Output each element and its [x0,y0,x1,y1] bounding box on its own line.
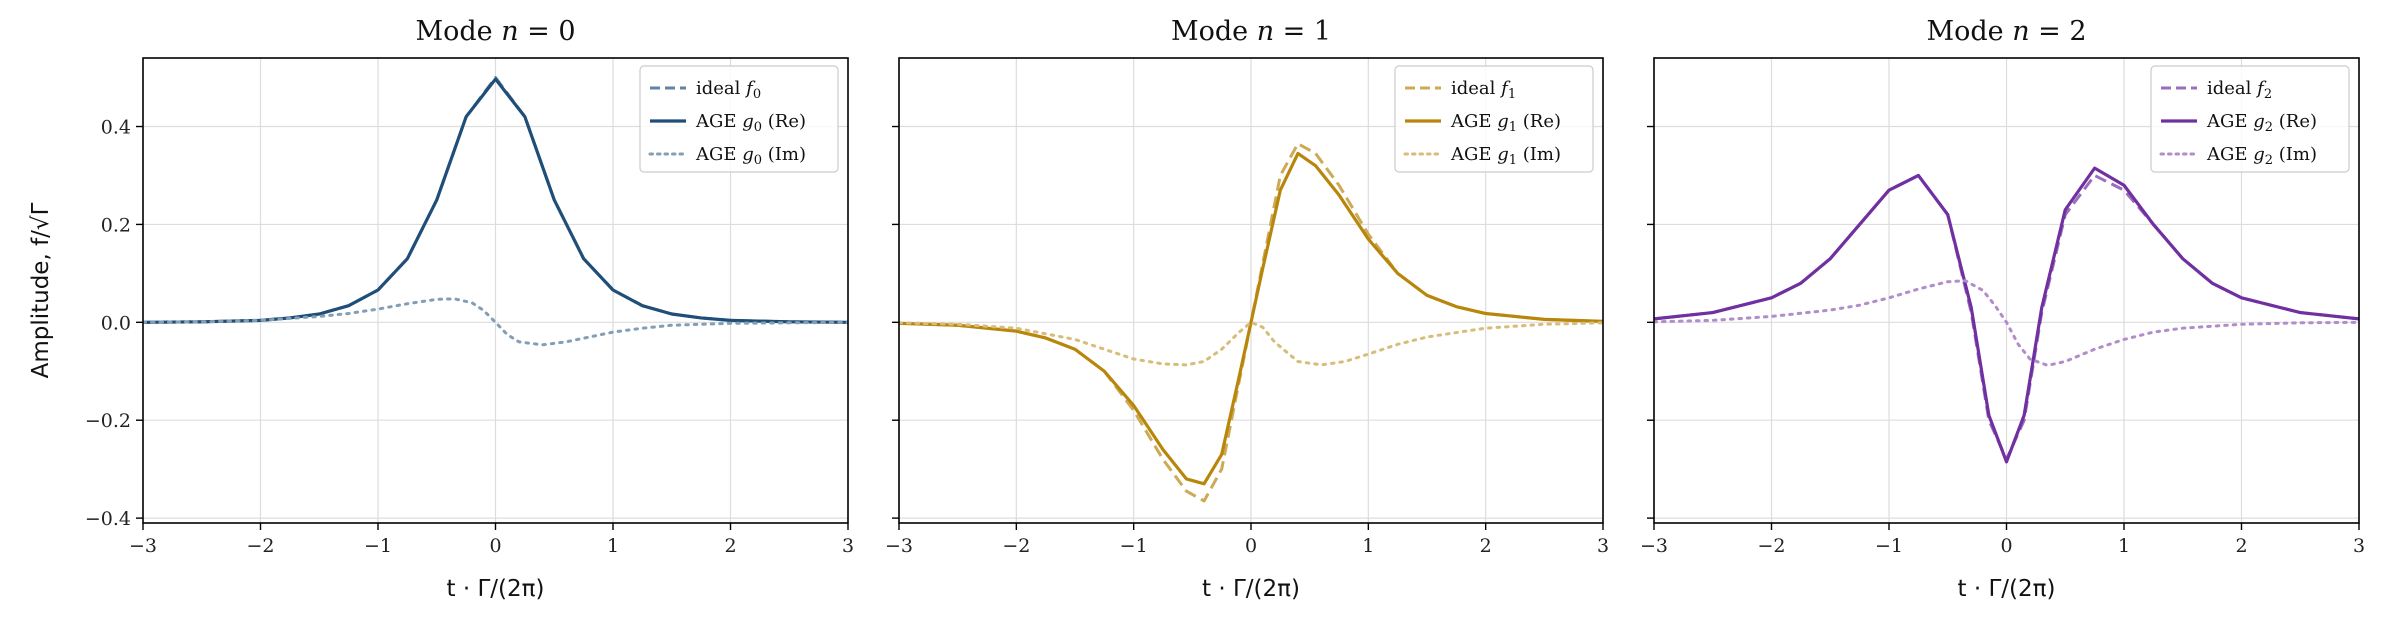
legend-label-1: AGE g0 (Re) [695,111,806,135]
legend-text-symbol: g [742,111,754,132]
x-tick-label-3: 0 [1245,535,1257,557]
legend-text-post: (Re) [762,111,806,132]
legend-box [1394,65,1594,173]
legend-label-0: ideal f2 [2207,78,2272,102]
series-line-2 [1654,279,2359,367]
legend-text-pre: AGE [695,111,742,132]
panel-0: −3 −2 −1 0 1 2 3 −0.4 −0.2 0.0 0.2 0.4 t · Γ/(2π) Mod… [85,16,854,602]
panel-title-part-1: n [1257,16,1274,47]
x-tick-label-1: −2 [246,535,274,557]
legend-text-sub: 1 [1509,120,1517,135]
panel-title: Mode n = 1 [1171,16,1331,47]
x-axis-label: t · Γ/(2π) [1958,576,2056,602]
x-tick-label-2: −1 [1875,535,1903,557]
legend-text-sub: 2 [2265,153,2273,168]
y-tick-label-3: 0.2 [101,214,131,236]
panel-title: Mode n = 2 [1926,16,2086,47]
y-tick-label-1: −0.2 [85,410,131,432]
x-tick-label-6: 3 [1597,535,1609,557]
legend-text-symbol: g [1497,144,1509,165]
legend-text-post: (Re) [1517,111,1561,132]
legend-text-sub: 1 [1508,87,1516,102]
legend-text-pre: AGE [2206,144,2253,165]
series-line-2 [899,320,1603,367]
series-line-1 [1654,166,2359,464]
legend-text-symbol: g [2253,144,2265,165]
legend-label-1: AGE g2 (Re) [2206,111,2317,135]
legend-text-symbol: g [2253,111,2265,132]
legend-text-sub: 0 [753,87,761,102]
y-tick-label-4: 0.4 [101,117,131,139]
legend-text-sub: 1 [1509,153,1517,168]
panel-title-part-2: = 1 [1274,16,1331,47]
legend-text-post: (Im) [762,144,806,165]
x-tick-label-2: −1 [1120,535,1148,557]
legend-text-pre: AGE [1450,144,1497,165]
x-tick-label-2: −1 [364,535,392,557]
x-tick-label-4: 1 [607,535,619,557]
legend-label-2: AGE g0 (Im) [695,144,806,168]
legend-text-pre: ideal [696,78,746,99]
x-tick-label-6: 3 [842,535,854,557]
x-tick-label-6: 3 [2353,535,2365,557]
legend-box [639,65,839,173]
legend-text-symbol: g [1497,111,1509,132]
legend-label-2: AGE g1 (Im) [1450,144,1561,168]
y-tick-label-2: 0.0 [101,312,131,334]
panel-title-part-1: n [2012,16,2029,47]
panel-title: Mode n = 0 [415,16,575,47]
panel-title-part-0: Mode [1171,16,1257,47]
x-tick-label-0: −3 [129,535,157,557]
legend-text-sub: 2 [2264,87,2272,102]
legend-text-pre: AGE [1450,111,1497,132]
series-line-1 [143,77,848,324]
legend-label-2: AGE g2 (Im) [2206,144,2317,168]
legend-text-post: (Im) [1517,144,1561,165]
legend-text-pre: AGE [2206,111,2253,132]
x-tick-label-0: −3 [1640,535,1668,557]
x-tick-label-3: 0 [489,535,501,557]
x-tick-label-5: 2 [724,535,736,557]
legend-text-pre: AGE [695,144,742,165]
x-axis-label: t · Γ/(2π) [447,576,545,602]
x-axis-label: t · Γ/(2π) [1202,576,1300,602]
x-tick-label-1: −2 [1002,535,1030,557]
panel-1: −3 −2 −1 0 1 2 3 t · Γ/(2π) Mode n = 1 ideal f1 AG… [885,16,1609,602]
panel-title-part-1: n [501,16,518,47]
x-tick-label-4: 1 [1362,535,1374,557]
panel-2: −3 −2 −1 0 1 2 3 t · Γ/(2π) Mode n = 2 ideal f2 AG… [1640,16,2365,602]
legend-label-0: ideal f1 [1451,78,1516,102]
legend-text-symbol: g [742,144,754,165]
panel-title-part-0: Mode [415,16,501,47]
series-line-1 [899,151,1603,486]
x-tick-label-5: 2 [1480,535,1492,557]
y-tick-label-0: −0.4 [85,508,131,530]
x-tick-label-1: −2 [1757,535,1785,557]
legend-text-sub: 2 [2265,120,2273,135]
legend-text-sub: 0 [754,153,762,168]
legend-label-1: AGE g1 (Re) [1450,111,1561,135]
x-tick-label-3: 0 [2000,535,2012,557]
legend-text-post: (Im) [2273,144,2317,165]
legend-text-sub: 0 [754,120,762,135]
legend-label-0: ideal f0 [696,78,761,102]
x-tick-label-5: 2 [2235,535,2247,557]
series-line-2 [143,297,848,347]
legend-text-pre: ideal [1451,78,1501,99]
panel-title-part-0: Mode [1926,16,2012,47]
x-tick-label-0: −3 [885,535,913,557]
legend-box [2150,65,2350,173]
panel-title-part-2: = 2 [2030,16,2087,47]
y-axis-label: Amplitude, f/√Γ [28,202,54,378]
panel-title-part-2: = 0 [519,16,576,47]
legend-text-post: (Re) [2273,111,2317,132]
legend-text-pre: ideal [2207,78,2257,99]
x-tick-label-4: 1 [2118,535,2130,557]
